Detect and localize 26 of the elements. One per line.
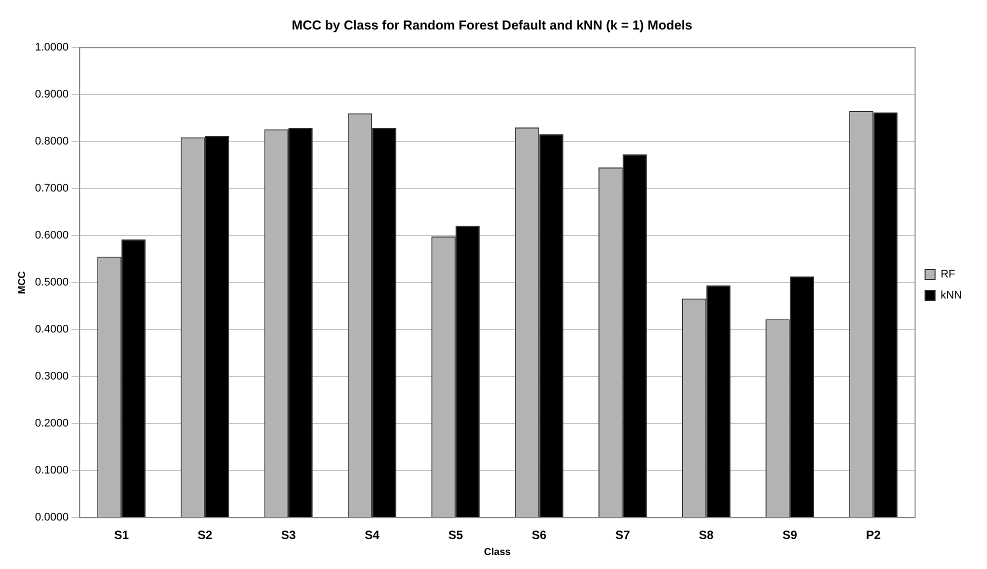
legend-label: kNN <box>940 290 962 302</box>
x-tick-label: S9 <box>782 528 798 542</box>
x-tick-label: S8 <box>698 528 714 542</box>
y-tick-label: 0.0000 <box>34 512 69 524</box>
x-tick-label: S2 <box>198 528 213 542</box>
y-tick-label: 0.4000 <box>34 324 69 336</box>
y-tick-label: 1.0000 <box>34 42 69 54</box>
y-tick-label: 0.2000 <box>34 418 69 430</box>
y-tick-label: 0.1000 <box>34 464 69 477</box>
y-tick-label: 0.8000 <box>34 136 69 148</box>
x-tick-label: S3 <box>281 528 296 542</box>
y-tick-label: 0.5000 <box>34 276 69 289</box>
x-tick-label: S6 <box>532 528 547 542</box>
x-axis-title: Class <box>484 546 512 558</box>
y-tick-label: 0.7000 <box>34 182 69 195</box>
legend-label: RF <box>940 268 956 281</box>
y-tick-label: 0.3000 <box>34 370 69 383</box>
x-tick-label: S1 <box>114 528 130 542</box>
x-tick-label: S7 <box>615 528 630 542</box>
y-axis-title: MCC <box>16 271 28 294</box>
chart-title: MCC by Class for Random Forest Default and kNN (k = 1) Models <box>292 17 692 32</box>
y-tick-label: 0.6000 <box>34 230 69 242</box>
y-tick-label: 0.9000 <box>34 88 69 101</box>
x-tick-label: P2 <box>866 528 881 542</box>
x-tick-label: S4 <box>364 528 380 542</box>
x-tick-label: S5 <box>448 528 464 542</box>
